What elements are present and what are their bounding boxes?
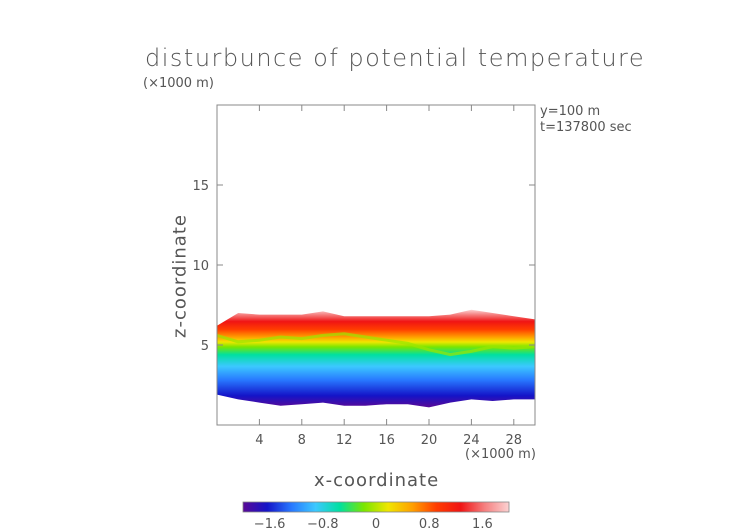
x-axis-unit: (×1000 m) xyxy=(465,447,536,462)
colorbar-tick-label: 0.8 xyxy=(419,517,440,532)
colorbar-tick-label: −1.6 xyxy=(254,517,286,532)
annotation-time: t=137800 sec xyxy=(540,120,632,135)
chart-title: disturbunce of potential temperature xyxy=(145,44,646,72)
x-tick-label: 16 xyxy=(378,433,395,448)
x-tick-label: 20 xyxy=(421,433,438,448)
colorbar xyxy=(242,501,510,513)
x-axis-label: x-coordinate xyxy=(314,470,440,491)
y-tick-label: 15 xyxy=(192,179,209,194)
x-tick-label: 4 xyxy=(255,433,263,448)
y-axis-unit: (×1000 m) xyxy=(143,76,214,91)
x-tick-label: 24 xyxy=(463,433,480,448)
anomaly-band xyxy=(217,309,535,408)
x-tick-label: 28 xyxy=(506,433,523,448)
x-tick-label: 8 xyxy=(298,433,306,448)
annotation-y-position: y=100 m xyxy=(540,104,601,119)
y-tick-label: 5 xyxy=(201,339,209,354)
colorbar-tick-label: 1.6 xyxy=(472,517,493,532)
colorbar-tick-label: 0 xyxy=(372,517,380,532)
y-tick-label: 10 xyxy=(192,259,209,274)
colorbar-tick-label: −0.8 xyxy=(307,517,339,532)
x-tick-label: 12 xyxy=(336,433,353,448)
zero-contour xyxy=(217,332,535,357)
